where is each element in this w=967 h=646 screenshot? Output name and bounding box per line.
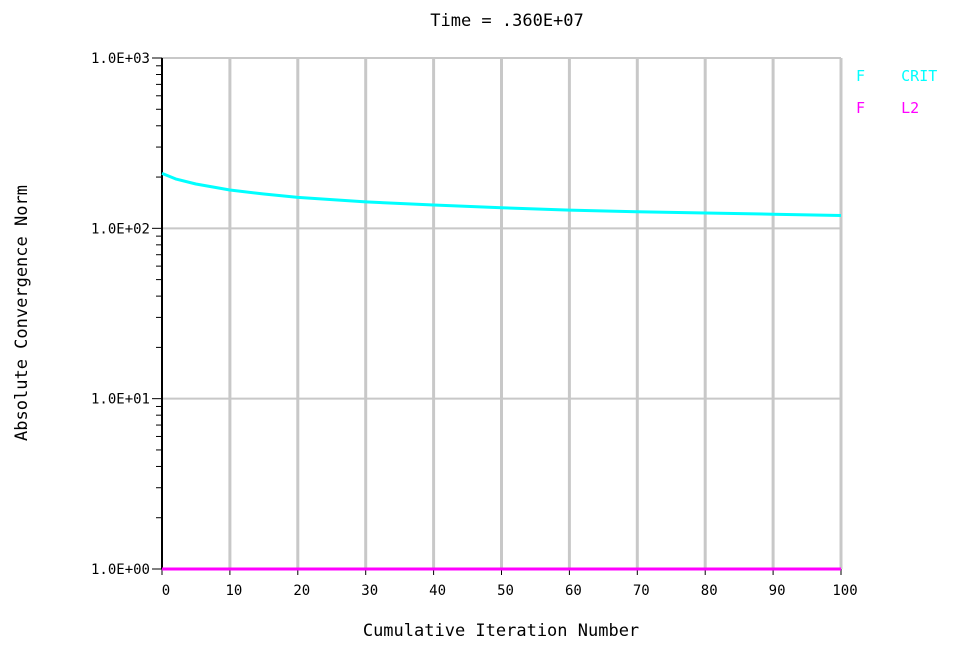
x-axis-label: Cumulative Iteration Number: [363, 621, 639, 641]
x-tick-label: 60: [565, 583, 582, 599]
y-tick-label: 1.0E+00: [91, 562, 150, 578]
x-tick-label: 80: [701, 583, 718, 599]
y-tick-label: 1.0E+02: [91, 221, 150, 237]
chart-title: Time = .360E+07: [430, 11, 584, 31]
y-axis-label: Absolute Convergence Norm: [12, 185, 32, 441]
x-tick-label: 20: [293, 583, 310, 599]
x-tick-label: 0: [162, 583, 170, 599]
x-tick-label: 90: [769, 583, 786, 599]
y-tick-label: 1.0E+01: [91, 392, 150, 408]
series-layer: [161, 172, 842, 571]
legend: F CRIT F L2: [856, 67, 937, 117]
x-tick-label: 50: [497, 583, 514, 599]
x-tick-label: 10: [225, 583, 242, 599]
x-tick-label: 30: [361, 583, 378, 599]
series-line-f-crit: [161, 172, 842, 217]
legend-entry-f-l2: F L2: [856, 99, 919, 117]
y-tick-label: 1.0E+03: [91, 51, 150, 67]
axes: [152, 57, 842, 575]
x-tick-label: 40: [429, 583, 446, 599]
legend-entry-f-crit: F CRIT: [856, 67, 937, 85]
tick-labels: 0 10 20 30 40 50 60 70 80 90 100 1.0E+00 1.0E+01 1.0E…: [91, 51, 858, 599]
x-tick-label: 70: [633, 583, 650, 599]
grid: [162, 57, 843, 569]
x-tick-label: 100: [832, 583, 857, 599]
